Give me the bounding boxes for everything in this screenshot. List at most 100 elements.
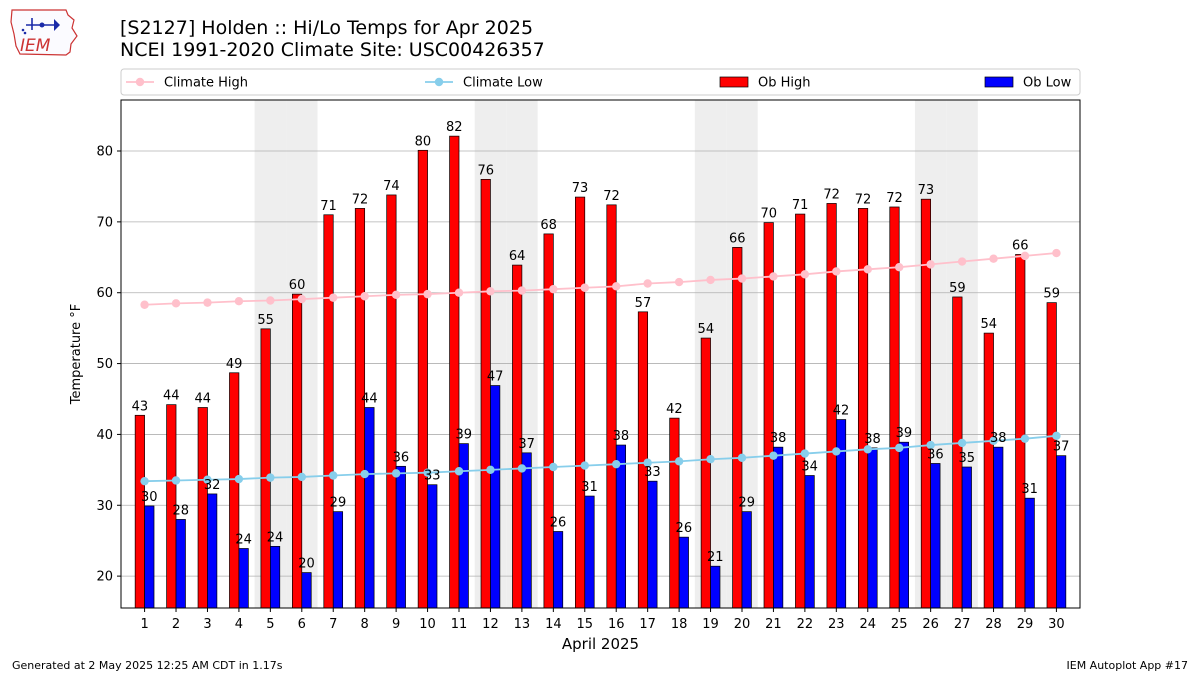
climate-low-point [234,474,244,484]
ob-low-bar [521,452,532,609]
ob-high-legend-label: Ob High [758,76,811,91]
climate-low-point [863,445,872,454]
ob-high-bar [323,214,334,609]
ob-low-label: 24 [267,530,284,545]
climate-high-point [171,299,181,308]
climate-low-point [297,472,306,482]
x-tick-label: 5 [266,617,274,632]
ob-low-bar [773,446,784,609]
ob-low-label: 26 [550,515,567,530]
climate-high-point [737,274,747,283]
ob-high-label: 73 [918,183,935,198]
ob-high-bar [480,179,491,609]
x-tick-label: 25 [891,617,908,632]
climate-high-point [863,265,872,274]
ob-high-label: 64 [509,249,526,264]
x-tick-label: 13 [514,617,531,632]
ob-low-label: 24 [235,532,252,547]
title-line-1: [S2127] Holden :: Hi/Lo Temps for Apr 20… [120,17,534,39]
ob-low-label: 34 [801,460,818,475]
generated-note: Generated at 2 May 2025 12:25 AM CDT in … [12,659,283,672]
iem-logo: IEM [10,9,78,56]
climate-high-point [706,275,715,285]
ob-high-label: 72 [823,187,840,202]
climate-low-point [612,459,621,469]
legend-box [120,68,1081,96]
climate-low-point [517,464,527,473]
climate-low-point [706,455,715,464]
x-tick-label: 16 [608,617,625,632]
climate-high-point [391,290,401,300]
climate-high-point [989,254,998,263]
ob-high-label: 72 [886,191,903,206]
ob-low-label: 38 [613,429,630,444]
y-tick-label: 60 [96,286,113,301]
x-tick-label: 26 [922,617,939,632]
climate-high-point [1020,251,1030,261]
ob-high-bar [197,407,208,609]
ob-high-bar [229,372,240,609]
x-tick-label: 29 [1017,617,1034,632]
y-tick-label: 20 [96,570,113,585]
ob-low-label: 29 [330,496,347,511]
climate-low-point [769,451,778,460]
ob-high-label: 43 [132,399,149,414]
x-tick-label: 18 [671,617,688,632]
x-tick-label: 8 [361,617,369,632]
chart-title: [S2127] Holden :: Hi/Lo Temps for Apr 20… [120,17,545,61]
climate-low-point [203,475,212,484]
x-tick-label: 28 [985,617,1002,632]
climate-low-point [895,443,904,453]
climate-high-point [140,300,149,309]
climate-low-point [832,447,841,456]
ob-low-label: 37 [518,437,535,452]
climate-high-point [926,260,935,269]
ob-low-bar [678,536,689,609]
ob-high-label: 54 [981,317,998,332]
climate-low-point [486,465,495,475]
climate-low-point [140,476,149,486]
x-tick-label: 4 [235,617,243,632]
ob-high-bar [763,222,774,609]
climate-high-point [297,294,306,304]
y-tick-label: 40 [96,428,113,443]
climate-low-point [454,467,464,476]
ob-low-label: 35 [959,451,976,466]
x-axis: 1 2 3 4 5 6 7 8 9 10 11 12 13 14 15 16 17 18 19 20 21 22 23 24 2… [140,608,1065,632]
x-tick-label: 15 [577,617,594,632]
x-tick-label: 21 [765,617,782,632]
climate-high-point [360,292,369,301]
ob-high-bar [732,247,743,609]
ob-high-label: 66 [729,231,746,246]
ob-low-legend-label: Ob Low [1023,76,1072,91]
ob-low-bar [552,531,564,609]
ob-low-label: 38 [990,431,1007,446]
climate-low-point [391,469,401,478]
climate-low-point [926,440,935,450]
ob-low-label: 38 [864,432,881,447]
ob-low-bar [364,407,375,609]
climate-low-point [1020,434,1030,443]
x-tick-label: 9 [392,617,400,632]
ob-low-label: 31 [581,480,598,495]
climate-high-point [957,257,967,266]
ob-high-label: 71 [320,199,337,214]
climate-high-point [769,272,778,281]
ob-high-label: 60 [289,278,306,293]
x-tick-label: 17 [639,617,656,632]
ob-high-label: 82 [446,120,463,135]
x-tick-label: 3 [203,617,211,632]
climate-high-point [266,296,275,305]
ob-low-bar [332,511,344,609]
climate-low-point [266,473,275,482]
ob-low-bar [490,385,501,609]
ob-high-label: 72 [855,192,872,207]
ob-low-label: 38 [770,431,787,446]
ob-high-label: 68 [540,218,557,233]
ob-high-bar [354,208,366,609]
ob-low-label: 33 [424,469,441,484]
climate-high-point [674,277,684,287]
climate-high-legend-marker [135,77,145,87]
climate-high-point [329,293,338,302]
x-tick-label: 2 [172,617,180,632]
